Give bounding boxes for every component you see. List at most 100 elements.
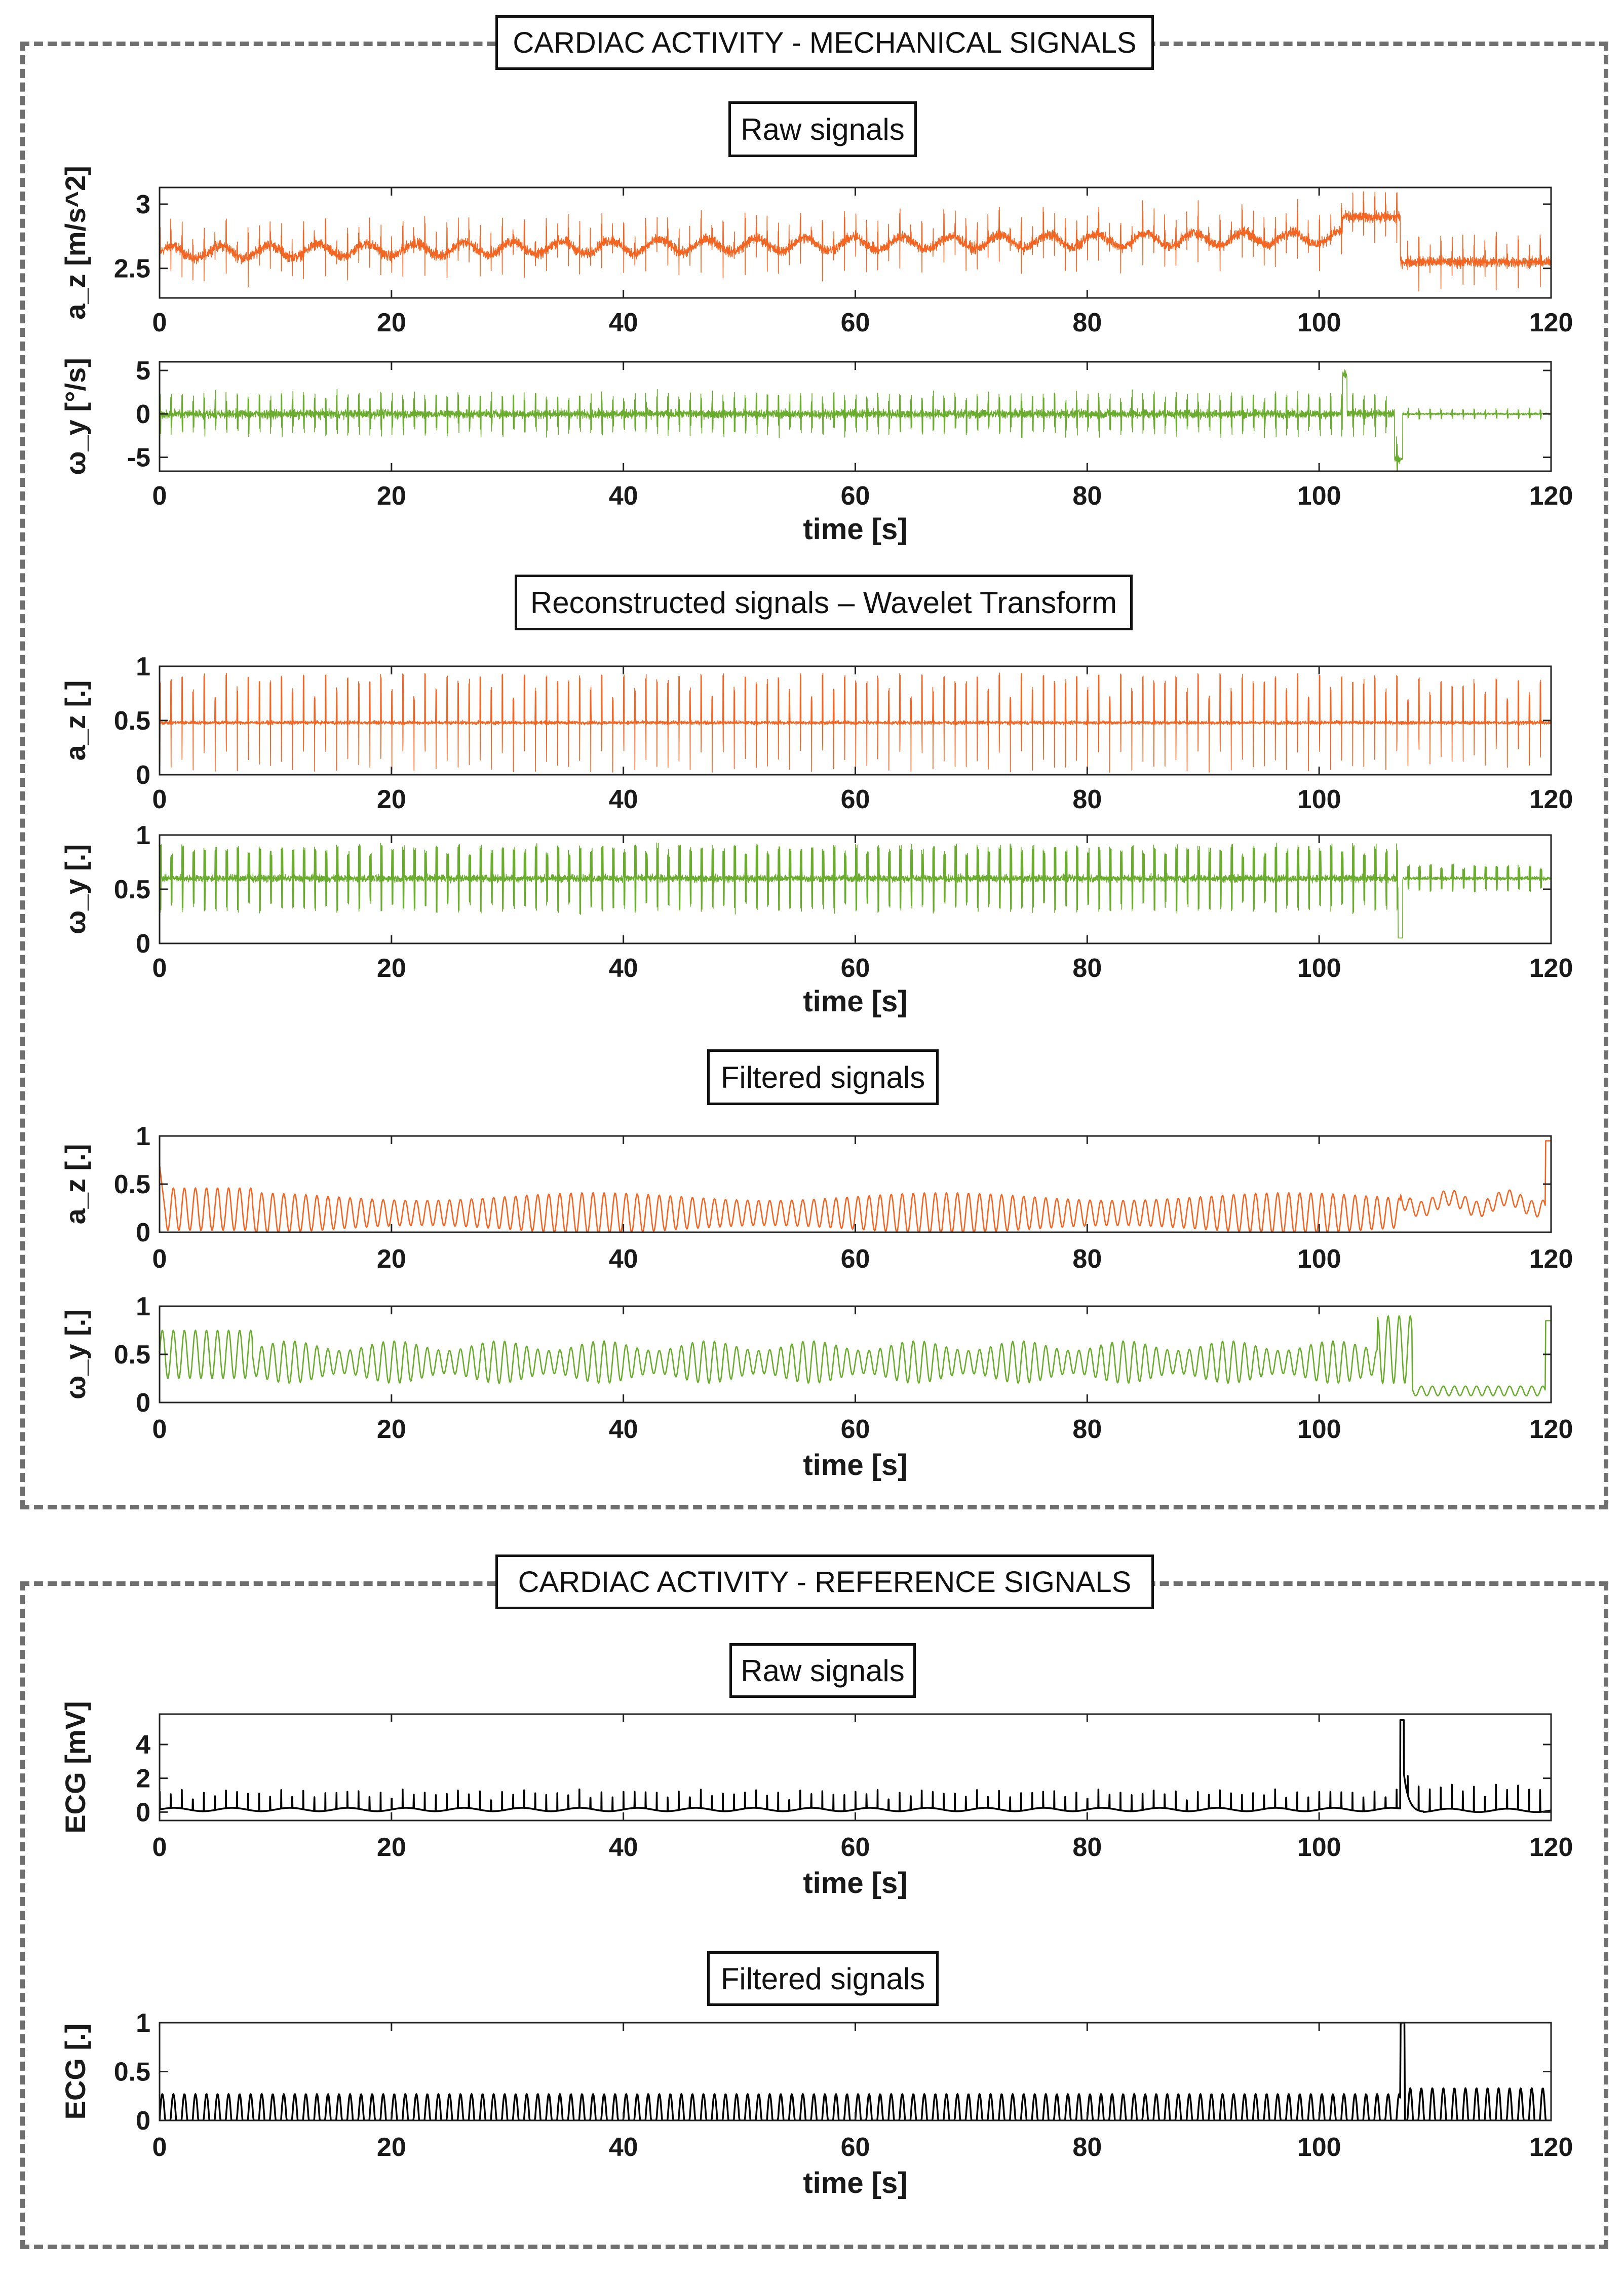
series-line-ecg_filt (160, 2022, 1551, 2120)
series-line-raw_wy (160, 369, 1551, 471)
y-tick-label: 1 (136, 2008, 150, 2038)
x-tick-label: 20 (377, 1833, 406, 1862)
series-line-wt_az (160, 672, 1551, 773)
y-tick-label: 0 (136, 761, 150, 790)
x-tick-label: 120 (1529, 954, 1573, 983)
y-tick-label: 0 (136, 400, 150, 429)
y-tick-label: 3 (136, 190, 150, 219)
x-tick-label: 80 (1072, 1833, 1102, 1862)
x-tick-label: 100 (1297, 481, 1341, 511)
y-tick-label: 1 (136, 652, 150, 681)
mechanical-section-title: CARDIAC ACTIVITY - MECHANICAL SIGNALS (495, 15, 1154, 70)
x-tick-label: 120 (1529, 481, 1573, 511)
x-tick-label: 60 (841, 2133, 870, 2162)
y-axis-label: a_z [.] (59, 680, 91, 761)
y-tick-label: 2 (136, 1764, 150, 1794)
y-tick-label: 1 (136, 1122, 150, 1151)
x-tick-label: 60 (841, 481, 870, 511)
x-tick-label: 40 (609, 308, 638, 337)
series-line-raw_az (160, 191, 1551, 291)
y-tick-label: 0.5 (114, 706, 150, 736)
x-tick-label: 60 (841, 954, 870, 983)
x-tick-label: 40 (609, 2133, 638, 2162)
y-axis-label: ω_y [.] (59, 844, 91, 934)
x-axis-label: time [s] (803, 513, 907, 546)
chart-raw_az: 0 20 40 60 80 100 120 2.5 3 a_z [m/s^2] (59, 166, 1573, 337)
x-tick-label: 60 (841, 1244, 870, 1274)
x-tick-label: 60 (841, 308, 870, 337)
y-tick-label: 1 (136, 1292, 150, 1321)
x-tick-label: 0 (152, 954, 167, 983)
chart-filt_az: 0 20 40 60 80 100 120 0 0.5 1 a_z [.] (59, 1122, 1573, 1274)
x-tick-label: 60 (841, 785, 870, 814)
reference-section-title: CARDIAC ACTIVITY - REFERENCE SIGNALS (495, 1554, 1154, 1609)
x-tick-label: 60 (841, 1833, 870, 1862)
y-tick-label: 1 (136, 821, 150, 850)
chart-filt_wy: 0 20 40 60 80 100 120 0 0.5 1 ω_y [.] time [s] (59, 1292, 1573, 1482)
ref-filtered-subtitle: Filtered signals (707, 1951, 939, 2006)
x-tick-label: 0 (152, 1415, 167, 1444)
series-line-ecg_raw (160, 1719, 1551, 1813)
x-tick-label: 120 (1529, 1833, 1573, 1862)
x-tick-label: 80 (1072, 785, 1102, 814)
chart-wt_wy: 0 20 40 60 80 100 120 0 0.5 1 ω_y [.] time [s] (59, 821, 1573, 1018)
y-axis-label: a_z [.] (59, 1144, 91, 1225)
x-tick-label: 40 (609, 1244, 638, 1274)
x-tick-label: 120 (1529, 308, 1573, 337)
x-tick-label: 40 (609, 954, 638, 983)
y-tick-label: 4 (136, 1730, 150, 1760)
x-tick-label: 20 (377, 1244, 406, 1274)
y-axis-label: a_z [m/s^2] (59, 166, 91, 320)
x-axis-label: time [s] (803, 1867, 907, 1900)
y-tick-label: 0.5 (114, 2058, 150, 2087)
x-tick-label: 100 (1297, 308, 1341, 337)
series-line-wt_wy (160, 842, 1551, 939)
x-tick-label: 80 (1072, 481, 1102, 511)
series-line-filt_az (160, 1140, 1551, 1232)
x-axis-label: time [s] (803, 1449, 907, 1482)
mech-raw-subtitle: Raw signals (728, 101, 917, 157)
x-tick-label: 0 (152, 308, 167, 337)
chart-wt_az: 0 20 40 60 80 100 120 0 0.5 1 a_z [.] (59, 652, 1573, 814)
x-axis-label: time [s] (803, 2167, 907, 2200)
y-axis-label: ω_y [°/s] (59, 358, 91, 475)
x-tick-label: 20 (377, 481, 406, 511)
x-tick-label: 100 (1297, 785, 1341, 814)
x-tick-label: 100 (1297, 1244, 1341, 1274)
x-tick-label: 20 (377, 954, 406, 983)
x-tick-label: 120 (1529, 1244, 1573, 1274)
y-tick-label: 0.5 (114, 1170, 150, 1199)
x-tick-label: 0 (152, 1833, 167, 1862)
x-tick-label: 100 (1297, 954, 1341, 983)
x-tick-label: 0 (152, 2133, 167, 2162)
x-tick-label: 40 (609, 481, 638, 511)
y-tick-label: 0 (136, 1388, 150, 1418)
x-tick-label: 0 (152, 785, 167, 814)
y-tick-label: -5 (127, 443, 150, 473)
y-tick-label: 2.5 (114, 254, 150, 284)
y-tick-label: 0.5 (114, 875, 150, 904)
y-tick-label: 5 (136, 356, 150, 386)
x-tick-label: 20 (377, 2133, 406, 2162)
x-tick-label: 0 (152, 1244, 167, 1274)
x-tick-label: 80 (1072, 308, 1102, 337)
mech-filtered-subtitle: Filtered signals (707, 1049, 939, 1105)
x-tick-label: 80 (1072, 1244, 1102, 1274)
x-tick-label: 0 (152, 481, 167, 511)
x-tick-label: 100 (1297, 1833, 1341, 1862)
x-tick-label: 40 (609, 1415, 638, 1444)
mech-wavelet-subtitle: Reconstructed signals – Wavelet Transfor… (515, 575, 1133, 630)
chart-ecg_filt: 0 20 40 60 80 100 120 0 0.5 1 ECG [.] time [s] (59, 2008, 1573, 2200)
y-tick-label: 0 (136, 1218, 150, 1247)
y-tick-label: 0.5 (114, 1340, 150, 1370)
x-tick-label: 20 (377, 1415, 406, 1444)
x-tick-label: 40 (609, 785, 638, 814)
series-line-filt_wy (160, 1315, 1551, 1396)
y-axis-label: ECG [mV] (59, 1701, 91, 1833)
x-tick-label: 120 (1529, 1415, 1573, 1444)
x-tick-label: 60 (841, 1415, 870, 1444)
chart-ecg_raw: 0 20 40 60 80 100 120 0 2 4 ECG [mV] time [s] (59, 1701, 1573, 1900)
y-tick-label: 0 (136, 1798, 150, 1827)
ref-raw-subtitle: Raw signals (729, 1643, 916, 1698)
